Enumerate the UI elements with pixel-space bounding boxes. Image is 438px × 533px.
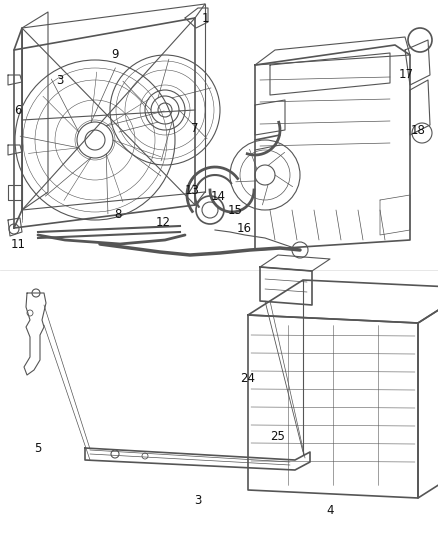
Text: 3: 3 <box>194 494 201 506</box>
Text: 4: 4 <box>326 504 334 516</box>
Text: 24: 24 <box>240 372 255 384</box>
Text: 18: 18 <box>410 124 425 136</box>
Text: 11: 11 <box>11 238 25 251</box>
Text: 16: 16 <box>237 222 251 235</box>
Text: 6: 6 <box>14 103 22 117</box>
Text: 3: 3 <box>57 74 64 86</box>
Text: 9: 9 <box>111 49 119 61</box>
Text: 14: 14 <box>211 190 226 203</box>
Text: 25: 25 <box>271 431 286 443</box>
Text: 15: 15 <box>228 204 243 216</box>
Text: 12: 12 <box>155 215 170 229</box>
Text: 17: 17 <box>399 69 413 82</box>
Text: 5: 5 <box>34 441 42 455</box>
Text: 1: 1 <box>201 12 209 25</box>
Text: 8: 8 <box>114 208 122 222</box>
Text: 13: 13 <box>184 183 199 197</box>
Text: 7: 7 <box>191 122 199 134</box>
